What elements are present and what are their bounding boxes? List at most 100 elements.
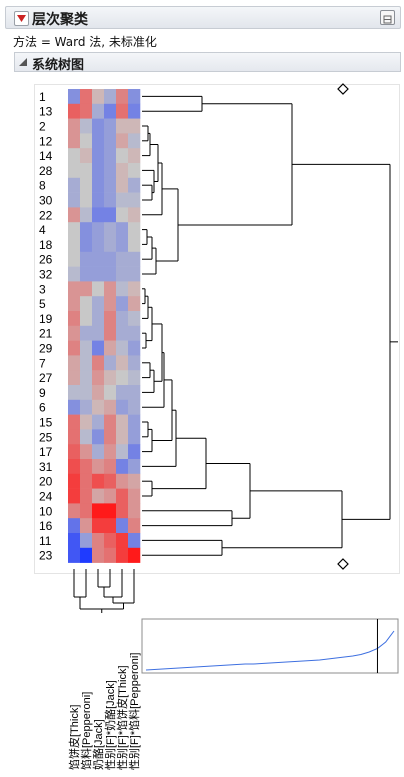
- heatmap-cell: [104, 325, 117, 341]
- heatmap-cell: [116, 148, 129, 164]
- heatmap-cell: [68, 518, 81, 534]
- row-label: 25: [39, 430, 53, 444]
- heatmap-cell: [116, 251, 129, 267]
- heatmap-cell: [128, 148, 141, 164]
- heatmap-cell: [92, 533, 105, 549]
- heatmap-cell: [104, 177, 117, 193]
- heatmap-cell: [116, 459, 129, 475]
- heatmap-cell: [92, 340, 105, 356]
- heatmap-cell: [116, 281, 129, 297]
- heatmap-cell: [116, 222, 129, 238]
- heatmap-cell: [80, 148, 93, 164]
- row-label: 4: [39, 223, 46, 237]
- heatmap-cell: [68, 340, 81, 356]
- heatmap-cell: [92, 266, 105, 282]
- heatmap-cell: [92, 311, 105, 327]
- heatmap-cell: [80, 266, 93, 282]
- row-label: 28: [39, 164, 53, 178]
- pin-icon[interactable]: [380, 10, 395, 25]
- heatmap-cell: [128, 518, 141, 534]
- section-title: 系统树图: [32, 58, 85, 73]
- heatmap-cell: [128, 340, 141, 356]
- column-label: 性别[F]*奶酪[Jack]: [103, 680, 117, 770]
- row-label: 2: [39, 120, 46, 134]
- heatmap-cell: [92, 207, 105, 223]
- heatmap-cell: [92, 370, 105, 386]
- heatmap-cell: [128, 118, 141, 134]
- heatmap-cell: [116, 340, 129, 356]
- heatmap-cell: [80, 414, 93, 430]
- heatmap-cell: [104, 429, 117, 445]
- row-label: 29: [39, 342, 53, 356]
- heatmap-cell: [80, 340, 93, 356]
- heatmap-cell: [104, 133, 117, 149]
- dendrogram-section-header: 系统树图: [14, 52, 401, 73]
- row-label: 24: [39, 490, 53, 504]
- distance-curve: [145, 630, 395, 671]
- heatmap-cell: [80, 518, 93, 534]
- heatmap-cell: [80, 177, 93, 193]
- heatmap-cell: [116, 444, 129, 460]
- heatmap-cell: [116, 192, 129, 208]
- heatmap-cell: [104, 459, 117, 475]
- collapse-triangle-icon[interactable]: [18, 57, 28, 67]
- heatmap-cell: [104, 370, 117, 386]
- heatmap-cell: [116, 163, 129, 179]
- heatmap-cell: [80, 370, 93, 386]
- heatmap-cell: [68, 429, 81, 445]
- heatmap-cell: [128, 547, 141, 563]
- heatmap-cell: [128, 222, 141, 238]
- heatmap-cell: [116, 89, 129, 105]
- heatmap-cell: [128, 296, 141, 312]
- heatmap-cell: [116, 103, 129, 119]
- heatmap-cell: [68, 370, 81, 386]
- heatmap-cell: [116, 429, 129, 445]
- disclosure-red-triangle-icon[interactable]: [14, 11, 29, 26]
- heatmap-cell: [68, 547, 81, 563]
- heatmap-cell: [128, 414, 141, 430]
- heatmap-cell: [116, 311, 129, 327]
- heatmap-cell: [80, 89, 93, 105]
- heatmap-cell: [68, 355, 81, 371]
- row-label: 1: [39, 90, 46, 104]
- heatmap-cell: [68, 281, 81, 297]
- heatmap-cell: [92, 148, 105, 164]
- heatmap-cell: [128, 533, 141, 549]
- heatmap-cell: [104, 414, 117, 430]
- column-label: 馅料[Pepperoni]: [79, 692, 93, 770]
- heatmap-cell: [92, 133, 105, 149]
- heatmap-cell: [68, 237, 81, 253]
- heatmap-cell: [80, 311, 93, 327]
- heatmap-cell: [80, 399, 93, 415]
- heatmap-cell: [92, 547, 105, 563]
- heatmap-cell: [116, 533, 129, 549]
- row-label: 12: [39, 134, 53, 148]
- heatmap-cell: [92, 251, 105, 267]
- heatmap-cell: [92, 192, 105, 208]
- heatmap-cell: [128, 355, 141, 371]
- heatmap-cell: [68, 444, 81, 460]
- heatmap-cell: [80, 325, 93, 341]
- row-label: 6: [39, 401, 46, 415]
- heatmap-cell: [80, 429, 93, 445]
- heatmap-cell: [104, 488, 117, 504]
- heatmap-cell: [68, 251, 81, 267]
- heatmap-cell: [128, 133, 141, 149]
- heatmap-cell: [128, 311, 141, 327]
- heatmap-cell: [128, 370, 141, 386]
- row-label: 7: [39, 356, 46, 370]
- heatmap-cell: [80, 385, 93, 401]
- heatmap-cell: [92, 459, 105, 475]
- distance-plot-frame: [141, 618, 399, 674]
- method-label: 方法 = Ward 法, 未标准化: [13, 35, 157, 49]
- heatmap-cell: [128, 177, 141, 193]
- heatmap-cell: [68, 296, 81, 312]
- heatmap-cell: [80, 192, 93, 208]
- heatmap-cell: [92, 355, 105, 371]
- heatmap-cell: [104, 237, 117, 253]
- heatmap-cell: [68, 533, 81, 549]
- heatmap-cell: [92, 325, 105, 341]
- column-label: 奶酪[Jack]: [91, 719, 105, 770]
- heatmap-cell: [68, 103, 81, 119]
